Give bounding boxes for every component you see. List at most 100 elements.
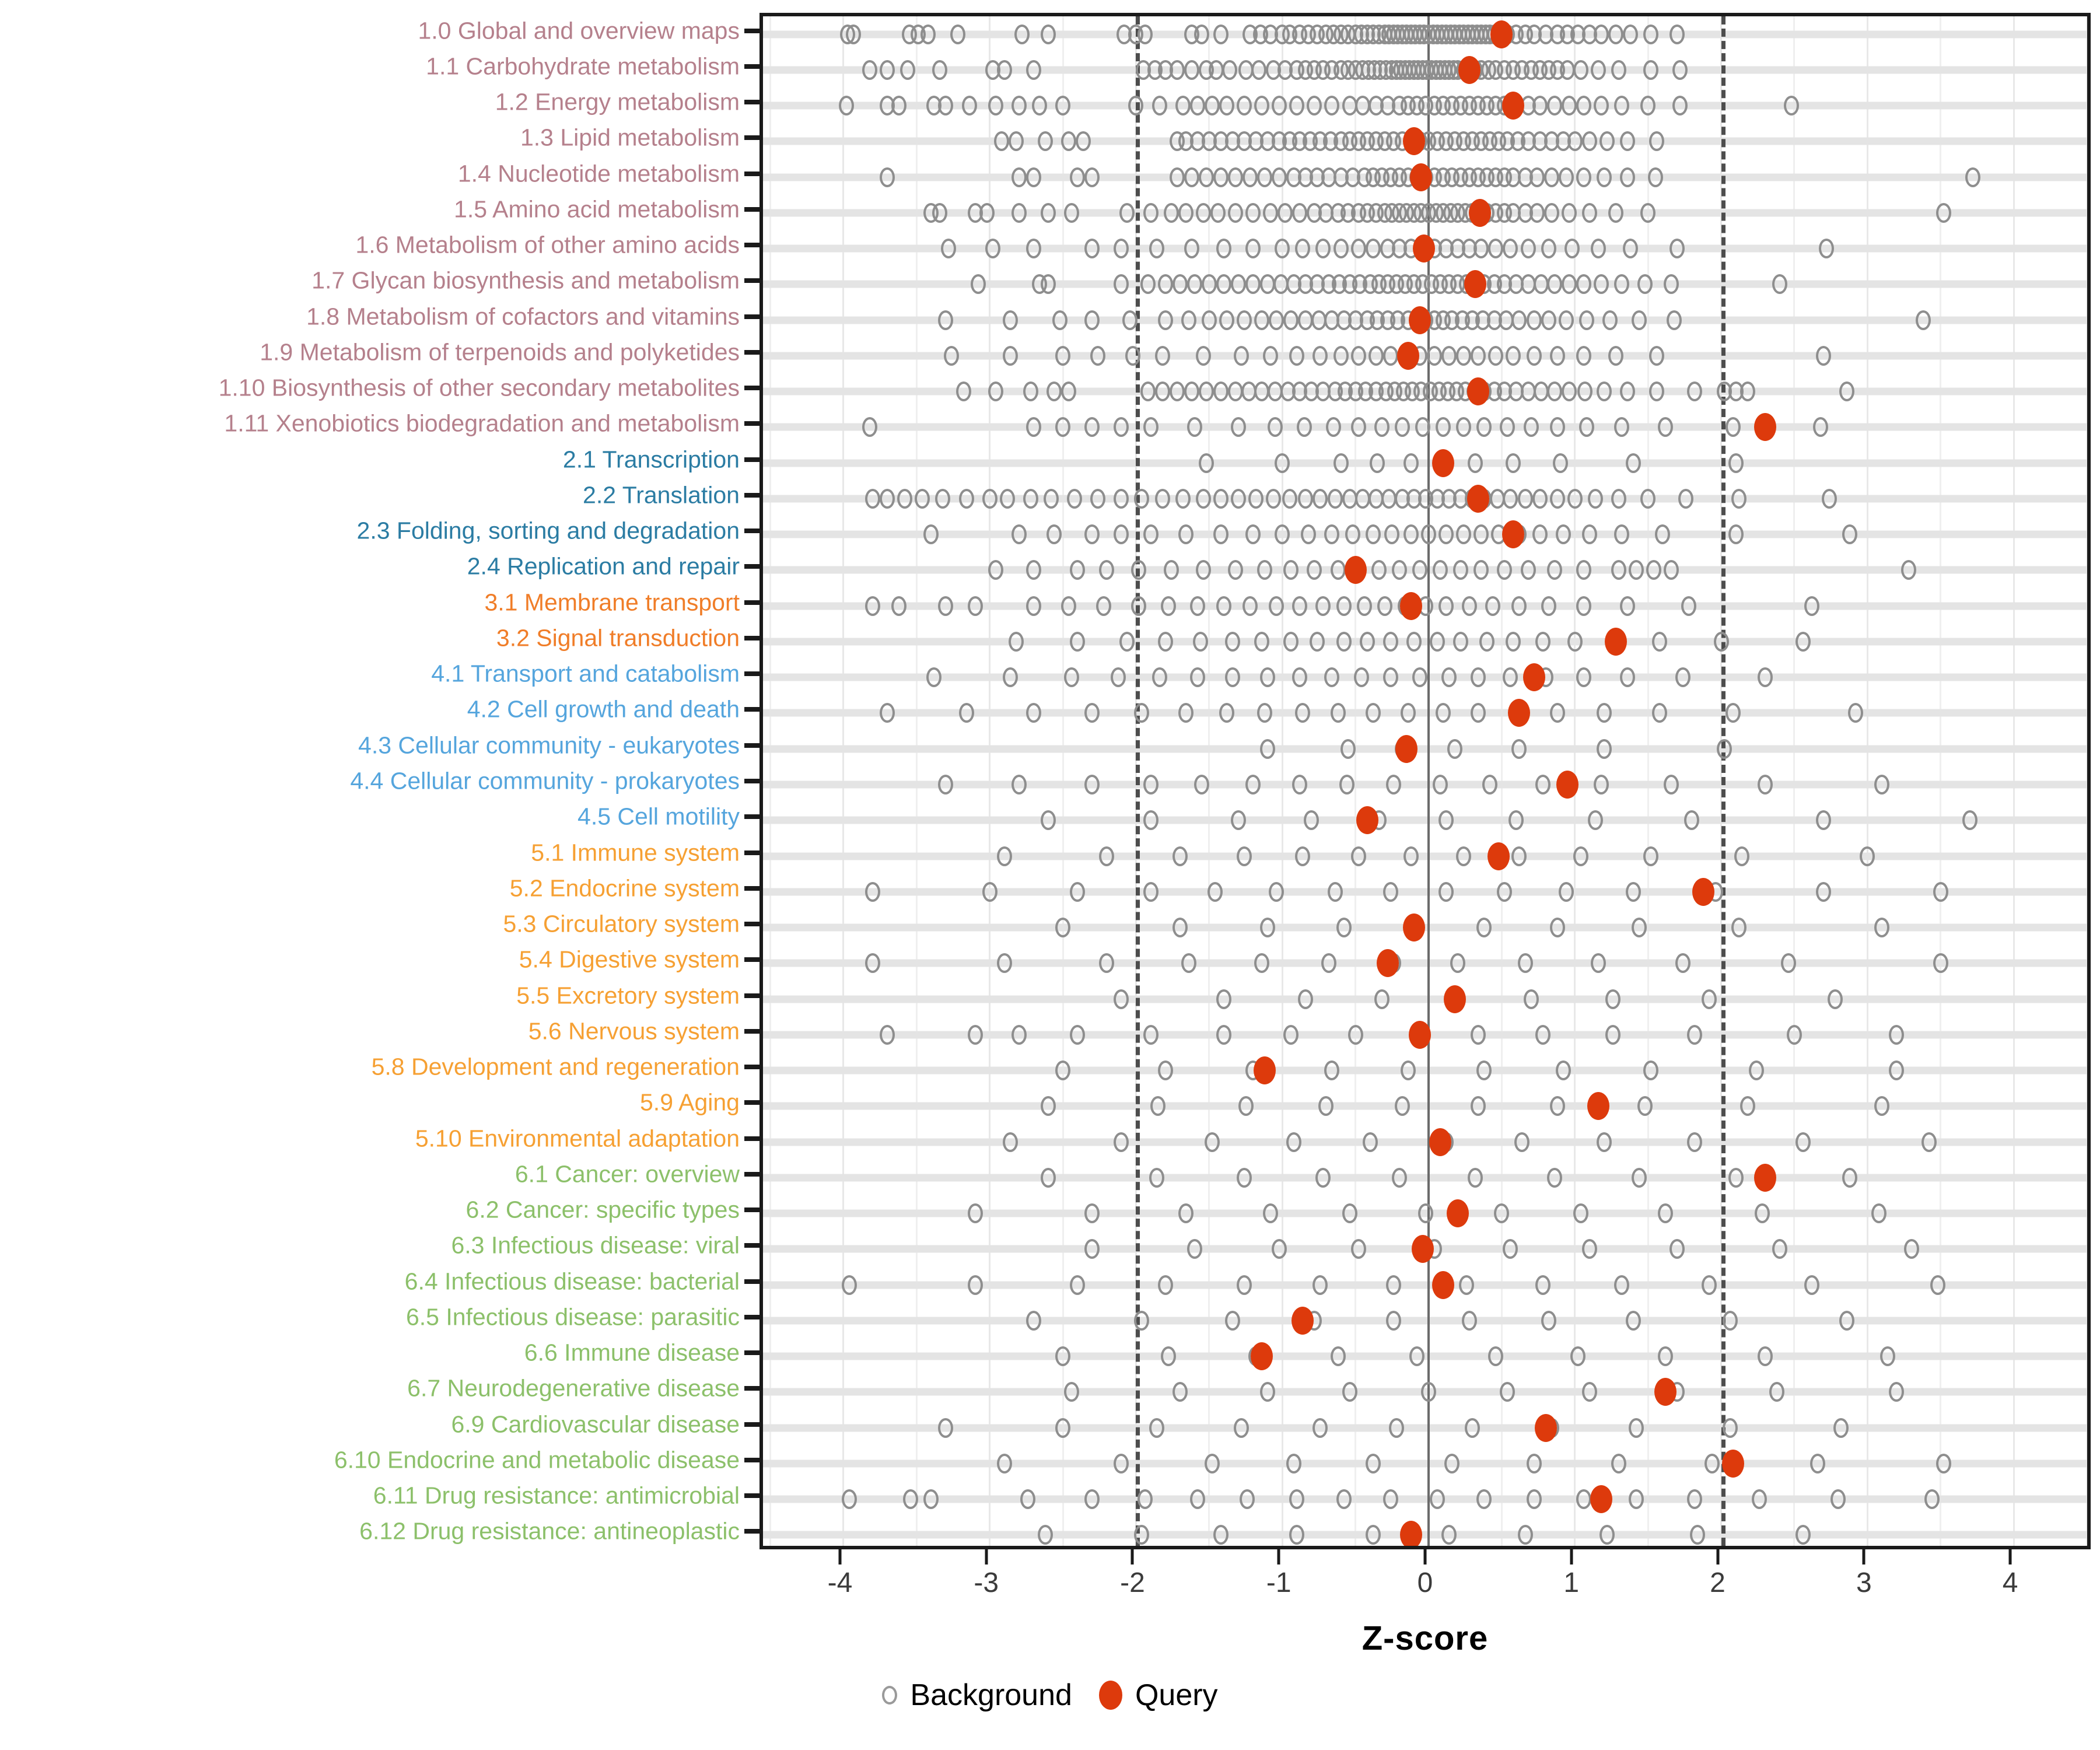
background-point	[1128, 96, 1144, 116]
background-point	[1070, 1024, 1086, 1045]
background-point	[1333, 239, 1349, 259]
y-axis-tick-label: 5.2 Endocrine system	[509, 874, 740, 902]
background-point	[1488, 1346, 1504, 1367]
background-point	[1623, 24, 1639, 44]
background-point	[1403, 453, 1419, 473]
background-point	[1433, 775, 1448, 794]
background-point	[1546, 96, 1562, 116]
background-point	[1546, 274, 1562, 295]
query-point	[1502, 520, 1525, 549]
background-point	[1041, 24, 1056, 44]
background-point	[1248, 488, 1264, 509]
reference-line-dashed	[1721, 16, 1726, 1546]
query-point	[1356, 806, 1378, 835]
background-point	[1125, 345, 1141, 366]
background-point	[1023, 382, 1038, 402]
row-band	[763, 1460, 2087, 1468]
background-point	[1581, 1382, 1597, 1402]
background-point	[1936, 1453, 1951, 1474]
background-point	[1160, 596, 1176, 616]
background-point	[880, 167, 895, 187]
background-point	[1198, 382, 1214, 402]
background-point	[1134, 1310, 1150, 1331]
background-point	[1224, 631, 1240, 652]
background-point	[1046, 524, 1062, 545]
background-point	[1672, 96, 1688, 116]
background-point	[1620, 167, 1636, 187]
background-point	[1026, 560, 1041, 580]
background-point	[1786, 1024, 1802, 1045]
background-point	[1312, 488, 1328, 509]
background-point	[903, 1489, 919, 1510]
query-point	[1254, 1056, 1276, 1085]
y-axis-tick	[744, 957, 760, 963]
row-band	[763, 923, 2087, 932]
background-point	[891, 96, 907, 116]
background-point	[1365, 524, 1381, 545]
background-point	[1725, 417, 1741, 438]
query-point	[1467, 484, 1490, 513]
y-axis-tick-label: 1.1 Carbohydrate metabolism	[426, 52, 740, 80]
background-point	[1816, 345, 1832, 366]
background-point	[1590, 239, 1606, 259]
background-point	[1345, 524, 1360, 545]
background-point	[1403, 524, 1419, 545]
background-point	[1238, 1096, 1254, 1116]
background-point	[1257, 167, 1273, 187]
background-point	[1002, 310, 1018, 330]
query-point	[1399, 1521, 1422, 1546]
background-point	[1178, 703, 1194, 723]
background-point	[1620, 596, 1636, 616]
background-point	[1614, 1275, 1629, 1295]
background-point	[1315, 1167, 1331, 1188]
background-point	[1465, 1418, 1480, 1438]
background-point	[1382, 1489, 1398, 1510]
background-point	[1090, 345, 1106, 366]
background-point	[1614, 274, 1629, 295]
background-point	[1327, 881, 1343, 902]
background-point	[1620, 131, 1636, 152]
background-point	[1181, 310, 1196, 330]
row-band	[763, 888, 2087, 896]
background-point	[1213, 488, 1228, 509]
background-point	[1076, 131, 1091, 152]
background-point	[1137, 24, 1153, 44]
background-point	[1099, 846, 1115, 866]
background-point	[1237, 310, 1252, 330]
background-point	[1640, 488, 1656, 509]
background-point	[996, 60, 1012, 80]
background-point	[1020, 1489, 1035, 1510]
query-point	[1251, 1342, 1273, 1371]
background-point	[1722, 1310, 1738, 1331]
background-point	[1213, 167, 1228, 187]
query-point	[1399, 592, 1422, 620]
background-point	[1640, 96, 1656, 116]
y-axis-tick-label: 4.1 Transport and catabolism	[431, 660, 740, 687]
background-point	[1189, 667, 1205, 688]
background-point	[1011, 775, 1027, 794]
background-point	[970, 274, 986, 295]
background-point	[1558, 881, 1574, 902]
background-point	[1471, 345, 1486, 366]
background-point	[941, 239, 957, 259]
background-point	[1350, 239, 1366, 259]
background-point	[1330, 560, 1346, 580]
background-point	[1576, 345, 1591, 366]
background-point	[1330, 1346, 1346, 1367]
background-point	[1965, 167, 1980, 187]
background-point	[1163, 560, 1179, 580]
query-point	[1534, 1413, 1557, 1442]
background-point	[1561, 274, 1577, 295]
background-point	[1456, 345, 1472, 366]
background-point	[1143, 775, 1158, 794]
background-point	[1292, 775, 1308, 794]
background-point	[1611, 488, 1626, 509]
background-point	[1605, 1024, 1620, 1045]
legend: Background Query	[0, 1680, 2100, 1710]
background-point	[1157, 1275, 1173, 1295]
background-point	[1257, 560, 1273, 580]
background-point	[1476, 918, 1492, 938]
background-point	[932, 60, 948, 80]
background-point	[1541, 239, 1556, 259]
background-point	[1362, 1132, 1378, 1152]
